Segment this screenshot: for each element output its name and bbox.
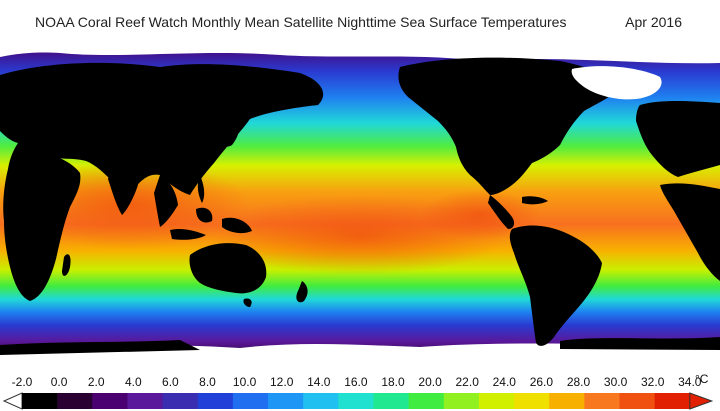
legend-tick-label: 16.0 (344, 375, 368, 389)
temperature-legend: -2.0 0.0 2.0 4.0 6.0 8.0 10.0 12.0 14.0 16.0 18.0 2… (0, 372, 720, 411)
philippines-land (197, 175, 205, 203)
colorbar-segment (654, 393, 691, 409)
south-america-land (509, 225, 602, 346)
colorbar-segment (514, 393, 550, 409)
central-america-land (488, 195, 515, 229)
colorbar-segment (162, 393, 199, 409)
eurasia-land (0, 62, 324, 196)
legend-unit: °C (695, 372, 709, 386)
new-guinea-land (222, 217, 252, 234)
legend-tick-label: 4.0 (124, 375, 142, 389)
legend-tick-label: 34.0 (678, 375, 702, 389)
europe-land-right (636, 101, 720, 177)
legend-tick-label: 0.0 (50, 375, 68, 389)
colorbar-segment (478, 393, 515, 409)
sst-map (0, 45, 720, 371)
map-title: NOAA Coral Reef Watch Monthly Mean Satel… (0, 0, 720, 44)
colorbar-segment (443, 393, 480, 409)
colorbar-segment (197, 393, 234, 409)
date-label: Apr 2016 (625, 14, 682, 30)
legend-tick-label: 20.0 (418, 375, 442, 389)
arctic-ice (0, 45, 720, 64)
australia-land (189, 243, 267, 294)
tasmania-land (243, 298, 252, 307)
legend-tick-label: 12.0 (270, 375, 294, 389)
colorbar-segment (373, 393, 410, 409)
colorbar-segment (584, 393, 621, 409)
colorbar-segment (549, 393, 585, 409)
colorbar-segment (92, 393, 128, 409)
legend-tick-label: 18.0 (381, 375, 405, 389)
borneo-land (196, 207, 213, 223)
legend-tick-label: 8.0 (199, 375, 216, 389)
colorbar-segment (619, 393, 656, 409)
madagascar-land (62, 254, 71, 276)
india-land (108, 165, 138, 215)
antarctica-land-west (0, 340, 200, 355)
colorbar (2, 392, 714, 410)
colorbar-segment (57, 393, 93, 409)
legend-tick-label: 28.0 (566, 375, 591, 389)
indochina-land (154, 175, 178, 227)
legend-tick-label: 32.0 (641, 375, 665, 389)
legend-tick-label: 14.0 (307, 375, 331, 389)
legend-tick-label: 22.0 (455, 375, 479, 389)
caribbean-islands-land (522, 196, 548, 205)
japan-land (222, 115, 240, 147)
legend-tick-label: 10.0 (232, 375, 257, 389)
colorbar-segment (232, 393, 269, 409)
antarctica-land-east (560, 337, 720, 350)
north-america-land (398, 57, 620, 195)
colorbar-segment (22, 393, 58, 409)
colorbar-segment (127, 393, 164, 409)
sst-map-svg (0, 45, 720, 371)
africa-land-right (660, 183, 720, 281)
legend-tick-label: 24.0 (492, 375, 516, 389)
colorbar-high-arrow (689, 392, 714, 410)
new-zealand-land (296, 281, 308, 303)
colorbar-segment (303, 393, 339, 409)
colorbar-segment (408, 393, 445, 409)
title-text: NOAA Coral Reef Watch Monthly Mean Satel… (35, 14, 567, 30)
africa-land (3, 142, 81, 301)
colorbar-segment (338, 393, 374, 409)
sumatra-java-land (170, 228, 206, 240)
greenland-ice (571, 66, 662, 100)
legend-tick-label: -2.0 (11, 375, 33, 389)
colorbar-low-arrow (2, 392, 23, 410)
legend-tick-label: 26.0 (529, 375, 554, 389)
legend-tick-label: 2.0 (87, 375, 105, 389)
legend-tick-label: 30.0 (603, 375, 628, 389)
legend-tick-label: 6.0 (162, 375, 179, 389)
colorbar-segment (268, 393, 304, 409)
